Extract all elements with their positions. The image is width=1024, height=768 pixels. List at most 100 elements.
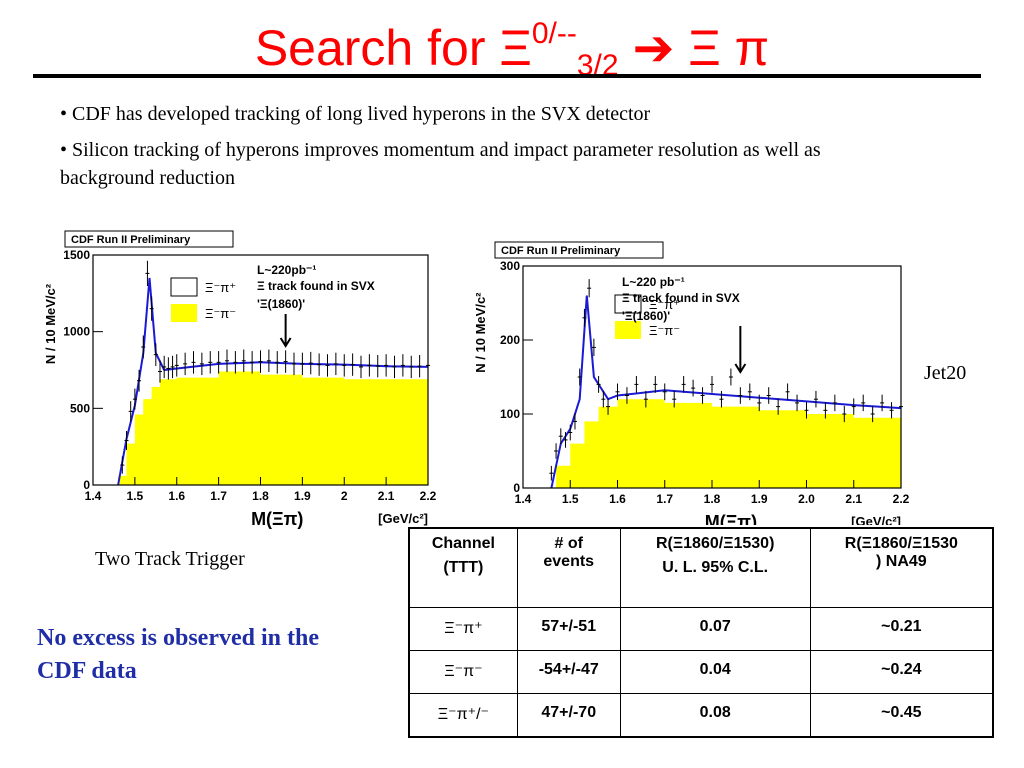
legend-label-os: Ξ⁻π⁺ (205, 280, 236, 295)
header-cell: R(Ξ1860/Ξ1530) NA49 (809, 527, 994, 608)
xi1860-label: 'Ξ(1860)' (622, 309, 670, 323)
header-line: R(Ξ1860/Ξ1530) (655, 535, 775, 552)
y-axis-label: N / 10 MeV/c² (473, 292, 488, 373)
header-cell: R(Ξ1860/Ξ1530) U. L. 95% C.L. (619, 527, 811, 608)
x-tick-label: 1.4 (515, 492, 532, 506)
legend-label-ss: Ξ⁻π⁻ (649, 323, 680, 338)
legend-label-os: Ξ⁻π⁺ (649, 297, 680, 312)
legend-label-ss: Ξ⁻π⁻ (205, 306, 236, 321)
title-xi: Ξ (499, 20, 532, 76)
legend-swatch-ss (615, 321, 641, 339)
na49-cell: ~0.45 (809, 693, 994, 738)
y-tick-label: 300 (500, 259, 520, 273)
channel-cell: Ξ⁻π⁺ (408, 607, 518, 651)
x-tick-label: 2.2 (893, 492, 910, 506)
x-tick-label: 1.4 (85, 489, 102, 503)
x-tick-label: 2.0 (798, 492, 815, 506)
events-cell: 47+/-70 (516, 693, 621, 738)
header-cell: # of events (516, 527, 621, 608)
ul-cell: 0.08 (619, 693, 811, 738)
title-underline (33, 74, 981, 78)
histogram-right: 1.4 1.5 1.6 1.7 1.8 1.9 2.0 2.1 2.2 0 100 200 300 M(Ξ… (473, 241, 910, 525)
table-row: Ξ⁻π⁺/⁻ 47+/-70 0.08 ~0.45 (408, 693, 994, 738)
xi1860-label: 'Ξ(1860)' (257, 297, 305, 311)
legend-swatch-os (614, 294, 642, 314)
x-tick-label: 1.5 (562, 492, 579, 506)
conclusion-text: No excess is observed in the CDF data (37, 625, 319, 684)
channel-cell: Ξ⁻π⁺/⁻ (408, 693, 518, 738)
x-tick-label: 1.8 (252, 489, 269, 503)
y-tick-label: 1500 (63, 248, 90, 262)
events-cell: 57+/-51 (516, 607, 621, 651)
track-label: Ξ track found in SVX (622, 291, 740, 305)
na49-cell: ~0.24 (809, 650, 994, 694)
x-tick-label: 1.9 (294, 489, 311, 503)
table-row: Ξ⁻π⁻ -54+/-47 0.04 ~0.24 (408, 650, 994, 694)
x-tick-label: 1.7 (210, 489, 227, 503)
header-line: (TTT) (443, 559, 484, 576)
label-two-track-trigger: Two Track Trigger (95, 548, 245, 570)
results-table: Channel (TTT) # of events R(Ξ1860/Ξ1530) U.… (408, 527, 994, 738)
events-cell: -54+/-47 (516, 650, 621, 694)
title-final: Ξ π (674, 20, 770, 76)
x-tick-label: 2.1 (845, 492, 862, 506)
bullet-item: • CDF has developed tracking of long liv… (60, 103, 651, 125)
title-sup: 0/-- (531, 17, 577, 50)
x-tick-label: 1.5 (127, 489, 144, 503)
ul-cell: 0.07 (619, 607, 811, 651)
header-line: ) NA49 (876, 553, 927, 570)
label-jet20: Jet20 (924, 362, 967, 384)
preliminary-label: CDF Run II Preliminary (501, 245, 621, 257)
preliminary-box (494, 241, 664, 259)
legend-swatch-os (170, 277, 198, 297)
luminosity-label: L~220pb⁻¹ (257, 263, 316, 277)
header-line: events (543, 553, 595, 570)
x-tick-label: 1.6 (609, 492, 626, 506)
luminosity-label: L~220 pb⁻¹ (622, 275, 685, 289)
x-tick-label: 2.2 (420, 489, 437, 503)
y-tick-label: 1000 (63, 325, 90, 339)
x-tick-label: 1.9 (751, 492, 768, 506)
header-line: Channel (431, 535, 495, 552)
header-line: R(Ξ1860/Ξ1530 (844, 535, 958, 552)
table-row: Ξ⁻π⁺ 57+/-51 0.07 ~0.21 (408, 607, 994, 651)
preliminary-box (64, 230, 234, 248)
x-axis-label: M(Ξπ) (251, 509, 303, 529)
fit-curve (550, 295, 902, 489)
header-cell: Channel (TTT) (408, 527, 518, 608)
x-tick-label: 1.6 (168, 489, 185, 503)
fit-curve (117, 277, 429, 486)
y-tick-label: 500 (70, 401, 90, 415)
same-sign-histogram (93, 371, 428, 485)
x-tick-label: 2.1 (378, 489, 395, 503)
channel-cell: Ξ⁻π⁻ (408, 650, 518, 694)
table-header-row: Channel (TTT) # of events R(Ξ1860/Ξ1530) U.… (408, 527, 994, 608)
same-sign-histogram (523, 399, 901, 488)
slide-title: Search for Ξ0/--3/2 ➔ Ξ π (0, 2, 1024, 98)
y-tick-label: 200 (500, 333, 520, 347)
x-axis-label: M(Ξπ) (705, 512, 757, 525)
y-tick-label: 0 (83, 478, 90, 492)
title-arrow: ➔ (632, 20, 675, 76)
xi1860-arrowhead (734, 363, 747, 374)
y-tick-label: 0 (513, 481, 520, 495)
x-tick-label: 2 (341, 489, 348, 503)
x-tick-label: 1.8 (704, 492, 721, 506)
track-label: Ξ track found in SVX (257, 279, 375, 293)
x-axis-unit: [GeV/c²] (378, 511, 428, 526)
bullet-list: • CDF has developed tracking of long liv… (60, 100, 860, 200)
title-prefix: Search for (254, 20, 500, 76)
x-axis-unit: [GeV/c²] (851, 514, 901, 525)
x-tick-label: 1.7 (656, 492, 673, 506)
y-tick-label: 100 (500, 407, 520, 421)
bullet-item: • Silicon tracking of hyperons improves … (60, 139, 821, 189)
y-axis-label: N / 10 MeV/c² (43, 283, 58, 364)
xi1860-arrowhead (279, 337, 292, 348)
header-line: # of (554, 535, 583, 552)
legend-swatch-ss (171, 304, 197, 322)
preliminary-label: CDF Run II Preliminary (71, 234, 191, 246)
histogram-left: 1.4 1.5 1.6 1.7 1.8 1.9 2 2.1 2.2 0 500 1000 1500 M(Ξ… (43, 230, 437, 529)
na49-cell: ~0.21 (809, 607, 994, 651)
header-line: U. L. 95% C.L. (662, 559, 769, 576)
ul-cell: 0.04 (619, 650, 811, 694)
